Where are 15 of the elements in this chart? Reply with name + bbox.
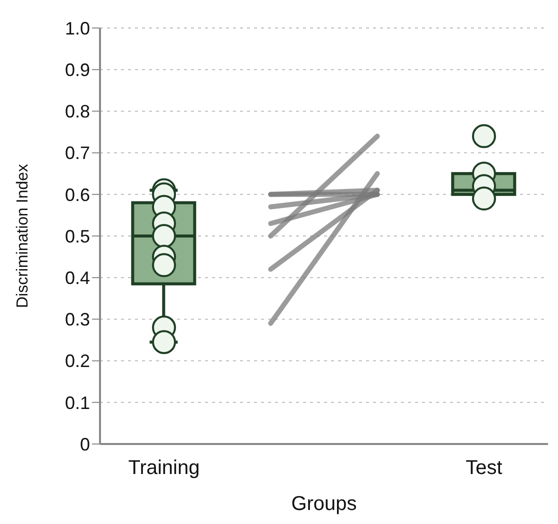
y-tick-label: 0.7 [64,143,90,164]
y-tick-label: 0.5 [64,226,90,246]
y-tick-label: 0.2 [64,351,90,372]
y-tick-label: 0.9 [64,60,90,80]
x-axis-title: Groups [291,493,357,515]
y-tick-label: 0.8 [64,102,90,122]
y-tick-label: 0.3 [64,310,90,330]
y-tick-label: 0.6 [64,184,90,205]
y-tick-label: 0.4 [64,268,90,288]
y-tick-label: 0 [80,434,90,454]
y-tick-label: 0.1 [64,392,90,413]
y-tick-label: 1.0 [64,18,90,38]
x-tick-label: Test [466,457,503,480]
y-axis-title: Discrimination Index [14,164,32,308]
x-tick-label: Training [128,457,200,480]
